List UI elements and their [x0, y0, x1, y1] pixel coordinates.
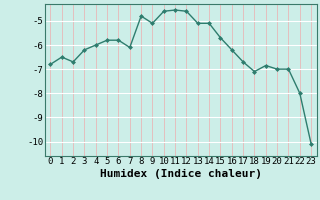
X-axis label: Humidex (Indice chaleur): Humidex (Indice chaleur) — [100, 169, 262, 179]
